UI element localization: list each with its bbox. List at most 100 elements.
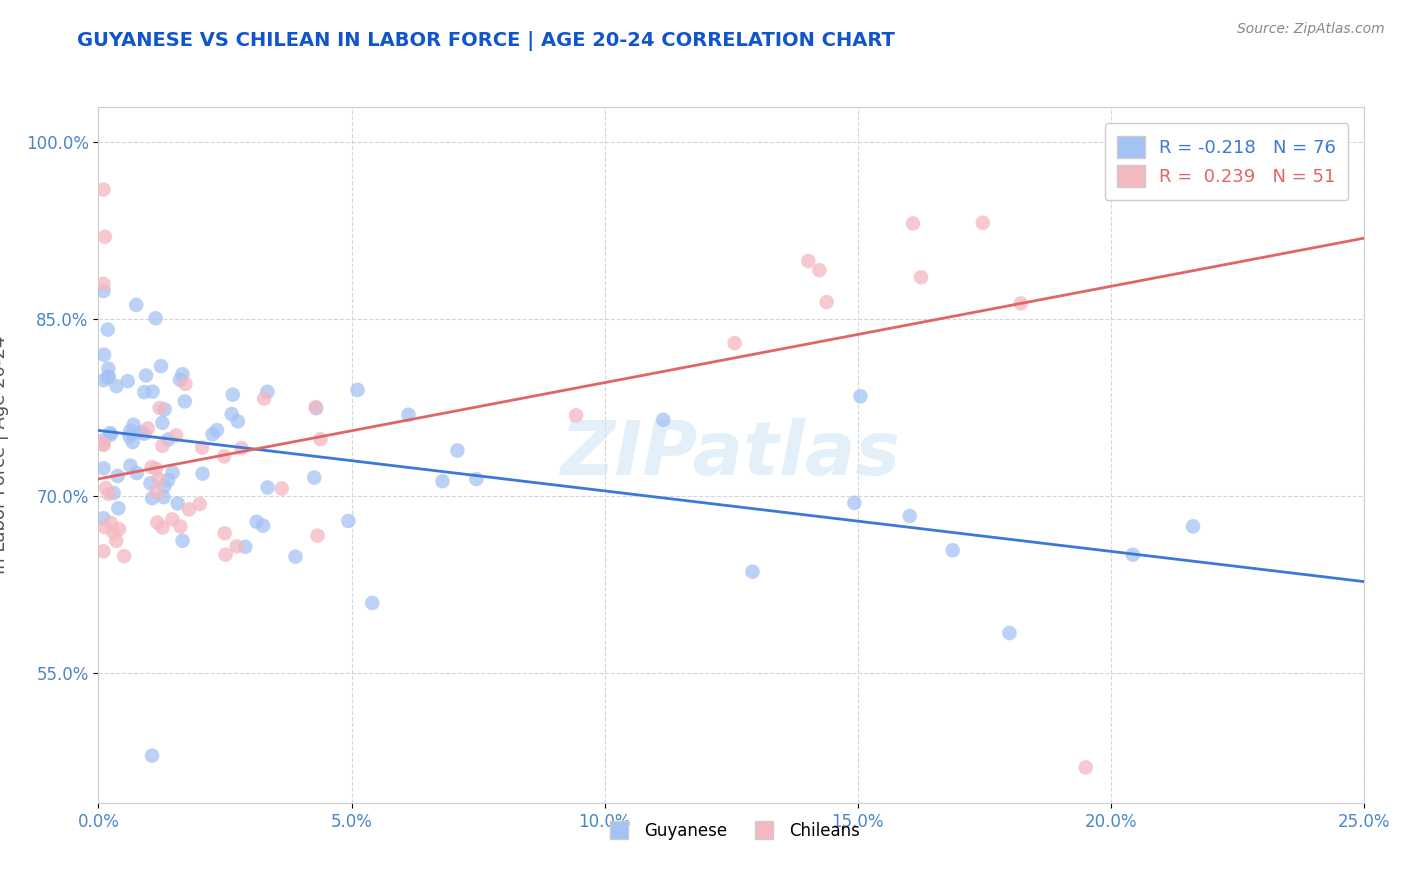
Point bbox=[162, 466, 184, 480]
Point bbox=[94, 520, 117, 534]
Point bbox=[105, 379, 128, 393]
Point bbox=[177, 502, 200, 516]
Point bbox=[998, 626, 1021, 640]
Point bbox=[93, 436, 115, 450]
Point bbox=[97, 369, 120, 384]
Point bbox=[118, 429, 141, 443]
Point bbox=[129, 425, 152, 439]
Point bbox=[165, 428, 187, 442]
Point bbox=[565, 409, 588, 423]
Point bbox=[120, 458, 142, 473]
Point bbox=[225, 540, 247, 554]
Point bbox=[1074, 760, 1097, 774]
Point bbox=[1122, 548, 1144, 562]
Point bbox=[246, 515, 269, 529]
Point bbox=[98, 425, 121, 440]
Point bbox=[304, 470, 326, 484]
Point bbox=[256, 480, 278, 494]
Point bbox=[145, 311, 167, 326]
Point bbox=[214, 548, 236, 562]
Point bbox=[446, 443, 468, 458]
Point bbox=[149, 401, 172, 415]
Point bbox=[94, 229, 117, 244]
Text: Source: ZipAtlas.com: Source: ZipAtlas.com bbox=[1237, 22, 1385, 37]
Point bbox=[169, 519, 191, 533]
Point bbox=[93, 438, 115, 452]
Point bbox=[112, 549, 135, 564]
Point bbox=[97, 487, 120, 501]
Point bbox=[844, 496, 866, 510]
Point bbox=[93, 511, 115, 525]
Point bbox=[221, 407, 243, 421]
Point bbox=[157, 473, 180, 487]
Point bbox=[122, 417, 145, 432]
Point bbox=[153, 479, 176, 493]
Point bbox=[741, 565, 763, 579]
Point bbox=[136, 421, 159, 435]
Point bbox=[910, 270, 932, 285]
Point bbox=[1191, 78, 1213, 93]
Point bbox=[145, 485, 167, 500]
Point bbox=[270, 482, 292, 496]
Point bbox=[105, 533, 128, 548]
Point bbox=[94, 481, 117, 495]
Point bbox=[901, 217, 924, 231]
Point bbox=[652, 413, 675, 427]
Point bbox=[107, 501, 129, 516]
Point bbox=[141, 384, 163, 399]
Point bbox=[226, 414, 249, 428]
Point bbox=[808, 263, 831, 277]
Text: ZIPatlas: ZIPatlas bbox=[561, 418, 901, 491]
Point bbox=[173, 394, 195, 409]
Point bbox=[252, 518, 274, 533]
Point bbox=[139, 476, 162, 491]
Point bbox=[898, 508, 921, 523]
Point bbox=[97, 361, 120, 376]
Point bbox=[723, 336, 745, 351]
Point bbox=[134, 426, 156, 441]
Point bbox=[398, 408, 420, 422]
Point bbox=[125, 466, 148, 480]
Point bbox=[231, 441, 253, 455]
Point bbox=[172, 533, 194, 548]
Point bbox=[93, 284, 115, 298]
Point bbox=[93, 277, 115, 291]
Point bbox=[152, 439, 174, 453]
Point bbox=[201, 427, 224, 442]
Point bbox=[150, 359, 173, 373]
Point bbox=[108, 522, 131, 536]
Point bbox=[97, 370, 120, 384]
Point bbox=[146, 516, 169, 530]
Point bbox=[942, 543, 965, 558]
Point bbox=[337, 514, 360, 528]
Point bbox=[169, 373, 191, 387]
Point bbox=[307, 528, 329, 542]
Point bbox=[93, 348, 115, 362]
Point bbox=[152, 490, 174, 504]
Point bbox=[148, 472, 170, 486]
Point bbox=[191, 441, 214, 455]
Point bbox=[97, 323, 120, 337]
Point bbox=[284, 549, 307, 564]
Point bbox=[815, 295, 838, 310]
Point bbox=[1182, 519, 1205, 533]
Point bbox=[134, 385, 156, 400]
Point bbox=[93, 461, 115, 475]
Point bbox=[166, 496, 188, 510]
Point bbox=[172, 368, 194, 382]
Point bbox=[222, 387, 245, 401]
Point bbox=[93, 544, 115, 558]
Point bbox=[141, 491, 163, 506]
Point bbox=[972, 216, 994, 230]
Point bbox=[465, 472, 488, 486]
Point bbox=[188, 497, 211, 511]
Point bbox=[93, 434, 115, 448]
Point bbox=[145, 462, 167, 476]
Point bbox=[305, 401, 328, 416]
Point bbox=[361, 596, 384, 610]
Point bbox=[1010, 296, 1032, 310]
Point bbox=[157, 433, 180, 447]
Point bbox=[309, 432, 332, 446]
Legend: Guyanese, Chileans: Guyanese, Chileans bbox=[596, 815, 866, 847]
Point bbox=[141, 460, 163, 475]
